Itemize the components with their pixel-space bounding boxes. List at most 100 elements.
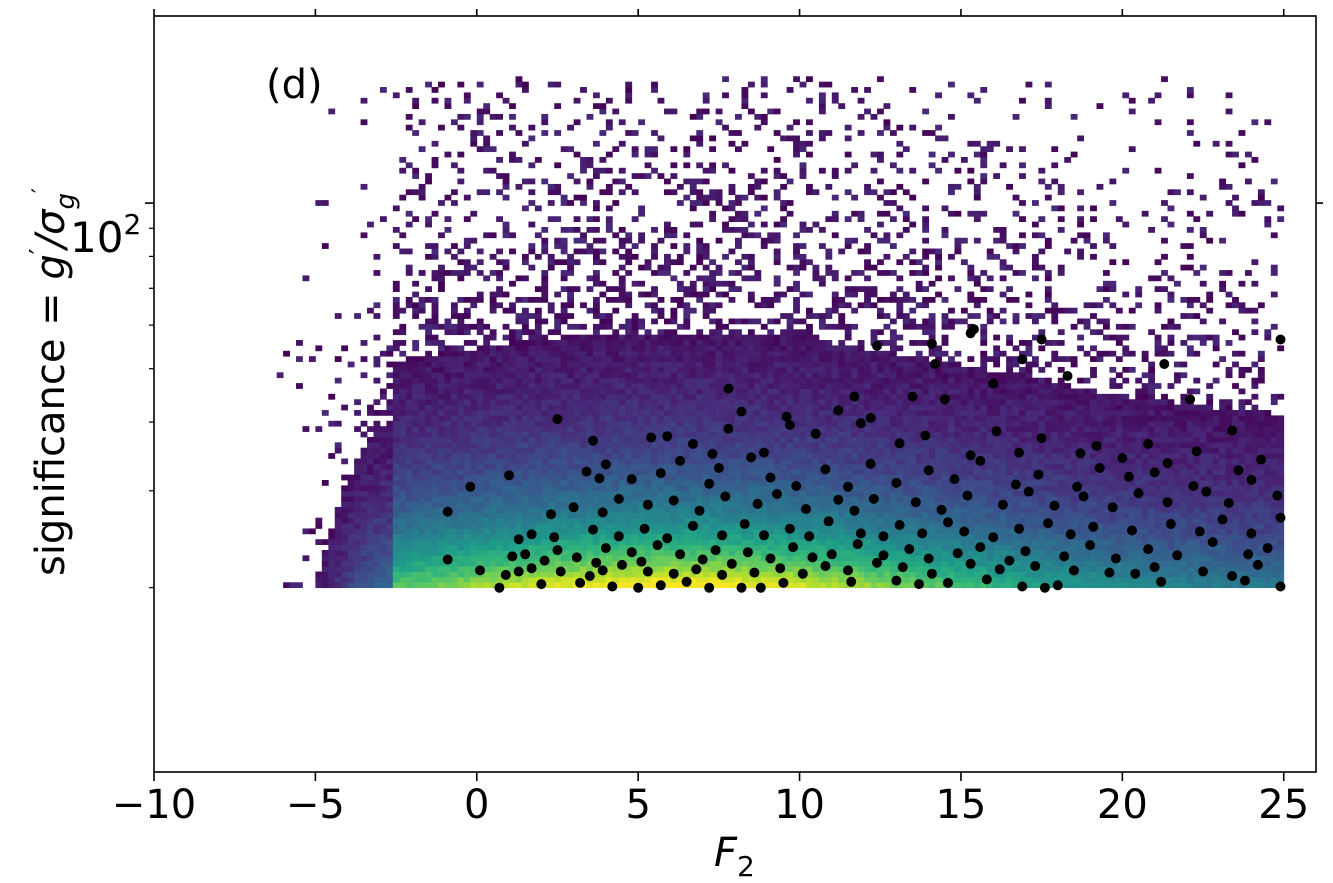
heatmap-bin xyxy=(457,576,465,583)
heatmap-bin xyxy=(786,453,794,459)
heatmap-bin xyxy=(534,377,542,384)
heatmap-bin xyxy=(392,528,400,535)
heatmap-bin xyxy=(573,436,581,443)
heatmap-bin xyxy=(528,200,536,206)
heatmap-bin xyxy=(722,340,729,346)
heatmap-bin xyxy=(360,458,368,465)
heatmap-bin xyxy=(696,296,704,303)
heatmap-bin xyxy=(592,442,600,449)
heatmap-bin xyxy=(476,259,484,266)
heatmap-bin xyxy=(405,576,413,583)
heatmap-bin xyxy=(425,555,432,562)
heatmap-bin xyxy=(676,356,684,362)
heatmap-bin xyxy=(341,555,349,562)
heatmap-bin xyxy=(638,512,646,519)
heatmap-bin xyxy=(747,366,755,373)
heatmap-bin xyxy=(818,366,826,373)
heatmap-bin xyxy=(476,485,484,492)
heatmap-bin xyxy=(418,426,426,432)
heatmap-bin xyxy=(715,237,723,244)
heatmap-bin xyxy=(354,582,361,589)
heatmap-bin xyxy=(334,523,342,529)
heatmap-bin xyxy=(373,582,381,589)
heatmap-bin xyxy=(728,458,736,465)
heatmap-bin xyxy=(773,221,781,228)
heatmap-bin xyxy=(457,345,465,352)
heatmap-bin xyxy=(399,458,407,465)
heatmap-bin xyxy=(883,103,891,109)
heatmap-bin xyxy=(728,296,736,303)
heatmap-bin xyxy=(883,124,891,131)
heatmap-bin xyxy=(547,345,555,352)
heatmap-bin xyxy=(431,420,439,427)
heatmap-bin xyxy=(877,410,884,416)
heatmap-bin xyxy=(547,485,555,492)
heatmap-bin xyxy=(831,307,839,314)
heatmap-bin xyxy=(825,436,833,443)
heatmap-bin xyxy=(799,318,807,325)
heatmap-bin xyxy=(515,420,523,427)
heatmap-bin xyxy=(877,372,884,379)
heatmap-bin xyxy=(683,383,691,389)
heatmap-bin xyxy=(521,87,529,93)
heatmap-bin xyxy=(450,458,458,465)
heatmap-bin xyxy=(599,334,607,341)
heatmap-bin xyxy=(883,523,891,529)
heatmap-bin xyxy=(831,194,839,201)
heatmap-bin xyxy=(502,323,510,330)
heatmap-bin xyxy=(818,544,826,551)
heatmap-bin xyxy=(651,130,658,136)
heatmap-bin xyxy=(431,480,439,486)
heatmap-bin xyxy=(747,264,755,271)
heatmap-bin xyxy=(367,555,374,562)
heatmap-bin xyxy=(567,582,575,589)
heatmap-bin xyxy=(754,474,762,481)
heatmap-bin xyxy=(747,576,755,583)
heatmap-bin xyxy=(851,549,859,556)
heatmap-bin xyxy=(728,372,736,379)
heatmap-bin xyxy=(483,420,491,427)
heatmap-bin xyxy=(302,426,310,432)
heatmap-bin xyxy=(483,426,491,432)
heatmap-bin xyxy=(599,453,607,459)
heatmap-bin xyxy=(360,485,368,492)
heatmap-bin xyxy=(702,453,710,459)
heatmap-bin xyxy=(786,501,794,508)
heatmap-bin xyxy=(573,490,581,497)
heatmap-bin xyxy=(793,410,800,416)
heatmap-bin xyxy=(470,469,478,476)
heatmap-bin xyxy=(857,361,865,368)
heatmap-bin xyxy=(735,372,742,379)
heatmap-bin xyxy=(870,566,878,572)
heatmap-bin xyxy=(541,340,549,346)
heatmap-bin xyxy=(599,340,607,346)
heatmap-bin xyxy=(709,560,717,567)
heatmap-bin xyxy=(793,442,800,449)
heatmap-bin xyxy=(651,291,658,298)
heatmap-bin xyxy=(747,253,755,260)
heatmap-bin xyxy=(560,533,568,540)
heatmap-bin xyxy=(431,415,439,422)
heatmap-bin xyxy=(489,146,497,153)
heatmap-bin xyxy=(638,442,646,449)
heatmap-bin xyxy=(425,388,432,395)
heatmap-bin xyxy=(521,576,529,583)
heatmap-bin xyxy=(502,194,510,201)
heatmap-bin xyxy=(450,485,458,492)
heatmap-bin xyxy=(605,97,613,104)
heatmap-bin xyxy=(767,393,775,400)
heatmap-bin xyxy=(567,361,575,368)
heatmap-bin xyxy=(554,560,562,567)
heatmap-bin xyxy=(838,302,846,309)
heatmap-bin xyxy=(496,533,503,540)
heatmap-bin xyxy=(360,539,368,545)
heatmap-bin xyxy=(515,345,523,352)
heatmap-bin xyxy=(592,393,600,400)
heatmap-bin xyxy=(651,415,658,422)
heatmap-bin xyxy=(864,506,871,513)
heatmap-bin xyxy=(605,453,613,459)
heatmap-bin xyxy=(877,528,884,535)
heatmap-bin xyxy=(509,307,516,314)
heatmap-bin xyxy=(489,291,497,298)
heatmap-bin xyxy=(315,517,323,524)
